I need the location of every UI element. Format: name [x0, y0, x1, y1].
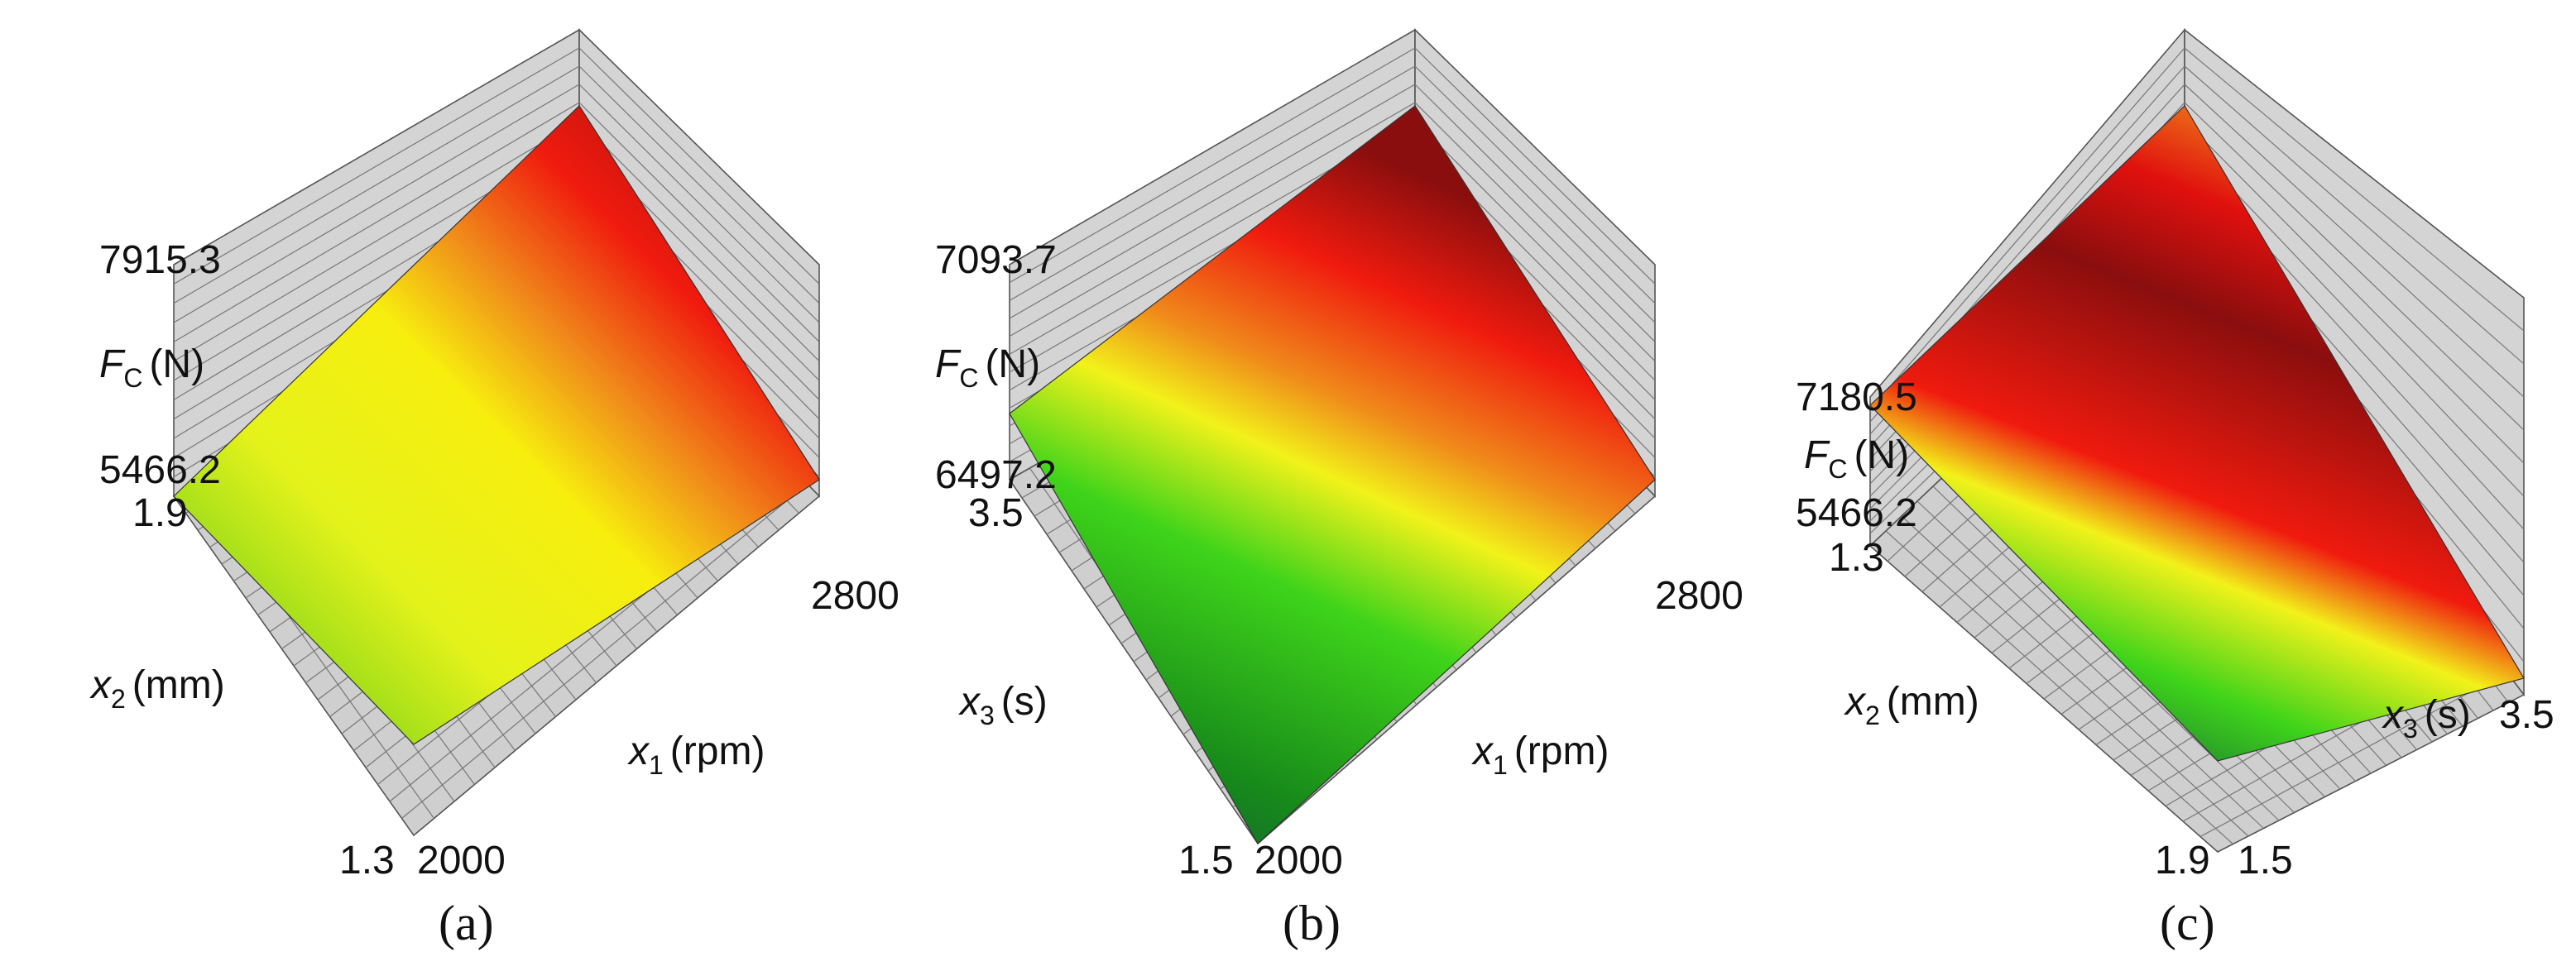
wall-grid [1009, 65, 1416, 301]
label-sub: 1 [1493, 750, 1508, 780]
label-var: x [2382, 693, 2405, 737]
label-unit: (s) [2425, 693, 2471, 737]
right-axis-label: x1 (rpm) [627, 729, 765, 780]
wall-grid [1869, 47, 2185, 410]
label-var: x [89, 663, 113, 707]
label-var: x [1471, 729, 1494, 773]
wall-grid [1414, 84, 1656, 323]
label-var: F [99, 342, 126, 386]
label-sub: 1 [649, 750, 664, 780]
z-min-label: 6497.2 [935, 453, 1057, 497]
z-axis-label: FC (N) [99, 342, 204, 393]
right-axis-label: x1 (rpm) [1471, 729, 1609, 780]
wall-grid [1009, 102, 1416, 337]
label-var: x [627, 729, 650, 773]
label-var: F [935, 342, 962, 386]
right-axis-end: 2800 [1655, 574, 1744, 618]
wall-grid [2184, 84, 2525, 398]
left-axis-label: x3 (s) [958, 680, 1048, 730]
right-axis-end: 3.5 [2499, 693, 2554, 737]
left-axis-end: 1.3 [339, 839, 395, 883]
right-axis-start: 2000 [417, 839, 506, 883]
left-axis-start: 3.5 [968, 491, 1024, 535]
caption: (a) [439, 896, 494, 950]
label-var: x [1844, 680, 1867, 724]
surface [173, 105, 820, 745]
surface [1009, 105, 1656, 844]
right-axis-start: 2000 [1254, 839, 1343, 883]
wall-grid [1414, 120, 1656, 362]
right-axis-end: 2800 [811, 574, 899, 618]
wall-grid [1414, 102, 1656, 342]
label-sub: C [1828, 454, 1847, 484]
left-axis-label: x2 (mm) [1844, 680, 1979, 730]
left-axis-start: 1.3 [1829, 536, 1884, 580]
label-var: x [958, 680, 981, 724]
wall-grid [1414, 47, 1656, 285]
label-unit: (s) [1001, 680, 1048, 724]
wall-grid [173, 84, 580, 323]
z-max-label: 7180.5 [1796, 375, 1917, 419]
wall-grid [578, 102, 820, 342]
z-min-label: 5466.2 [99, 448, 221, 492]
wall-grid [578, 65, 820, 304]
label-var: F [1804, 433, 1830, 477]
wall-grid [1009, 47, 1416, 284]
wall-grid [1009, 84, 1416, 319]
right-axis-start: 1.5 [2238, 839, 2293, 883]
label-sub: C [959, 363, 978, 393]
z-axis-label: FC (N) [1804, 433, 1909, 484]
wall-grid [173, 65, 580, 304]
label-unit: (mm) [132, 663, 225, 707]
floor-grid [2199, 672, 2507, 838]
wall-grid [173, 102, 580, 342]
wall-grid [578, 84, 820, 323]
wall-grid [2184, 120, 2525, 464]
left-axis-start: 1.9 [132, 491, 188, 535]
label-unit: (mm) [1887, 680, 1979, 724]
wall-grid [2184, 102, 2525, 431]
wall-grid [1414, 65, 1656, 304]
left-axis-end: 1.5 [1178, 839, 1234, 883]
label-sub: 3 [2403, 714, 2418, 744]
left-axis-label: x2 (mm) [89, 663, 225, 714]
wall-grid [2184, 65, 2525, 365]
wall-grid [2184, 138, 2525, 497]
label-unit: (rpm) [1514, 729, 1609, 773]
label-sub: 2 [1865, 701, 1880, 730]
wall-grid [578, 120, 820, 362]
left-axis-end: 1.9 [2155, 839, 2210, 883]
label-unit: (N) [1854, 433, 1909, 477]
label-sub: C [123, 363, 142, 393]
wall-grid [173, 120, 580, 362]
right-axis-label: x3 (s) [2382, 693, 2471, 744]
surface [1869, 105, 2525, 762]
z-max-label: 7093.7 [935, 238, 1057, 282]
wall-grid [2184, 47, 2525, 332]
caption: (b) [1283, 896, 1341, 950]
label-sub: 2 [111, 684, 126, 714]
label-unit: (N) [149, 342, 204, 386]
z-min-label: 5466.2 [1796, 491, 1917, 535]
floor-grid [401, 483, 808, 819]
label-unit: (rpm) [670, 729, 765, 773]
z-axis-label: FC (N) [935, 342, 1040, 393]
z-max-label: 7915.3 [99, 238, 221, 282]
wall-grid [578, 47, 820, 285]
caption: (c) [2160, 896, 2215, 950]
label-sub: 3 [980, 701, 995, 730]
label-unit: (N) [985, 342, 1040, 386]
wall-grid [173, 47, 580, 285]
